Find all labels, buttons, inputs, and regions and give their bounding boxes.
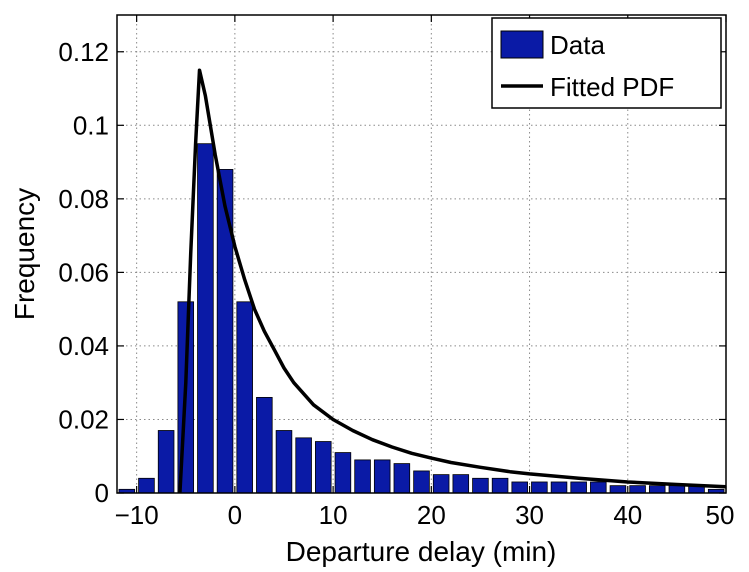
histogram-bar	[629, 485, 646, 494]
y-tick-label: 0.02	[58, 404, 109, 434]
histogram-bar	[315, 441, 332, 494]
histogram-bar	[197, 143, 214, 494]
legend-data-label: Data	[550, 30, 605, 60]
y-tick-label: 0.04	[58, 331, 109, 361]
histogram-bar	[275, 430, 293, 494]
histogram-bar	[157, 430, 175, 494]
x-axis-label: Departure delay (min)	[286, 536, 557, 567]
fitted-pdf-line-group	[178, 68, 727, 494]
histogram-bar	[570, 481, 587, 494]
histogram-bar	[256, 396, 273, 494]
histogram-bar	[334, 452, 352, 494]
y-tick-labels: 0 0.02 0.04 0.06 0.08 0.1 0.12	[58, 37, 109, 508]
y-axis-label: Frequency	[9, 188, 40, 320]
x-tick-labels: −10 0 10 20 30 40 50	[115, 500, 735, 530]
histogram-bar	[668, 485, 686, 494]
x-tick-label: 0	[228, 500, 242, 530]
histogram-bars	[118, 143, 725, 494]
histogram-bar	[648, 485, 666, 494]
histogram-bar	[236, 301, 253, 494]
histogram-bar	[472, 477, 489, 494]
histogram-bar	[511, 481, 528, 494]
fitted-pdf-line	[178, 68, 727, 494]
x-tick-label: 40	[613, 500, 642, 530]
plot-frame	[116, 14, 727, 494]
legend-data-swatch	[500, 30, 544, 59]
histogram-bar	[531, 481, 548, 494]
x-tick-label: 10	[319, 500, 348, 530]
legend-fitted-pdf-label: Fitted PDF	[550, 72, 674, 102]
histogram-bar	[590, 481, 607, 494]
legend: Data Fitted PDF	[491, 17, 722, 109]
histogram-bar	[432, 474, 450, 494]
histogram-bar	[216, 169, 234, 494]
histogram-bar	[491, 477, 509, 494]
y-tick-label: 0.1	[73, 110, 109, 140]
y-tick-label: 0	[95, 478, 109, 508]
y-tick-label: 0.08	[58, 184, 109, 214]
x-tick-label: −10	[115, 500, 159, 530]
grid-lines	[117, 15, 726, 493]
histogram-bar	[354, 459, 371, 494]
axis-ticks	[117, 15, 727, 494]
x-tick-label: 50	[706, 500, 735, 530]
histogram-bar	[413, 470, 430, 494]
x-tick-label: 20	[417, 500, 446, 530]
histogram-bar	[452, 474, 470, 494]
histogram-bar	[373, 459, 391, 494]
histogram-bar	[550, 481, 568, 494]
histogram-bar	[295, 437, 312, 494]
histogram-bar	[609, 485, 627, 494]
y-tick-label: 0.12	[58, 37, 109, 67]
histogram-bar	[393, 463, 411, 494]
y-tick-label: 0.06	[58, 257, 109, 287]
x-tick-label: 30	[515, 500, 544, 530]
histogram-bar	[138, 477, 155, 494]
